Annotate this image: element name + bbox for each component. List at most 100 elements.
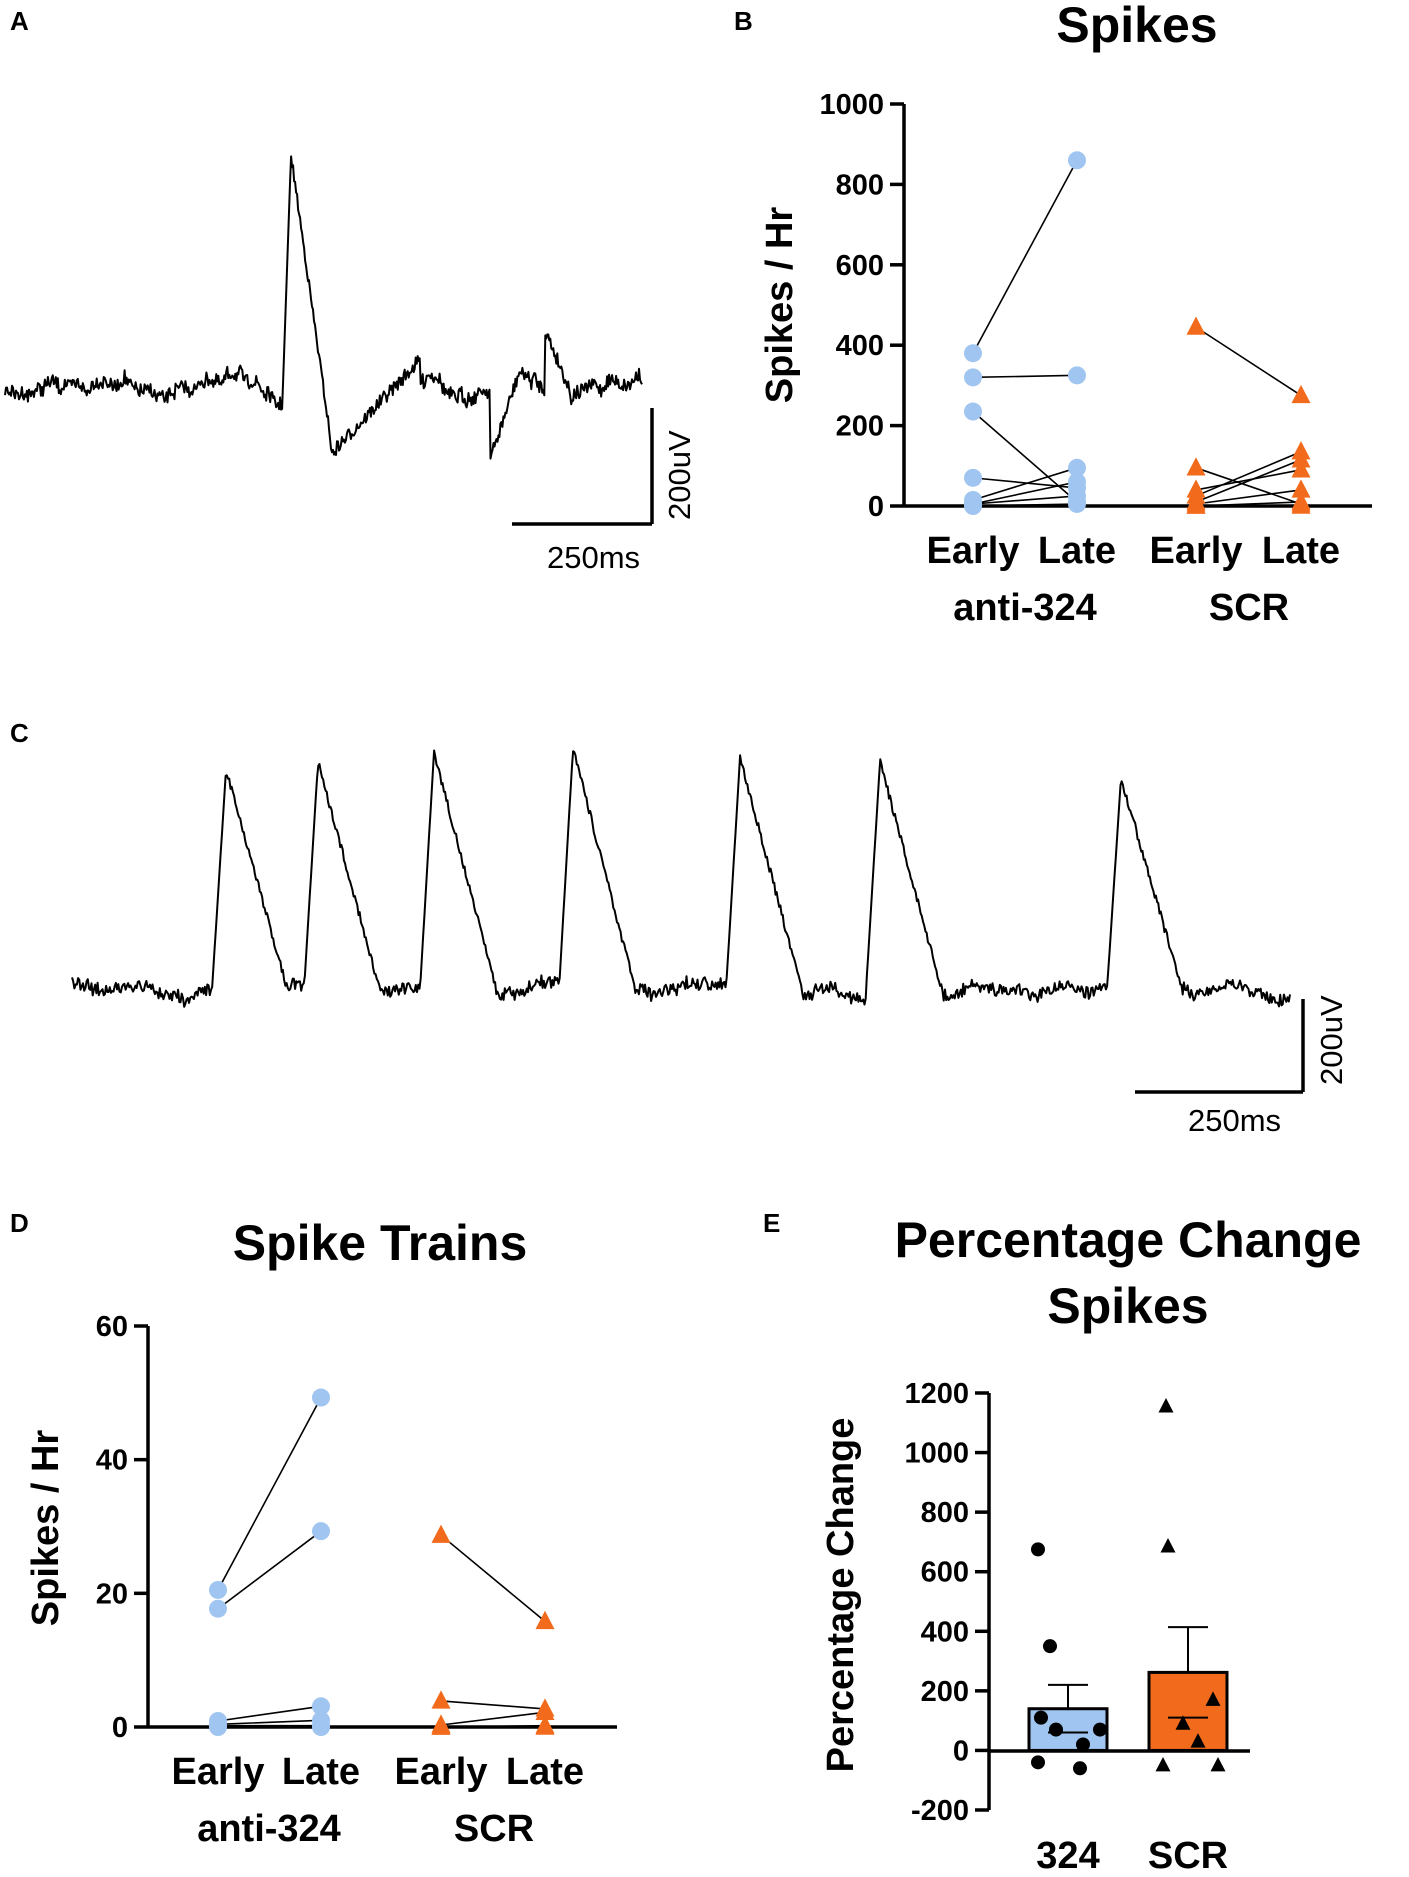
chart-e-subtitle: Spikes [1047,1278,1208,1334]
chart-e-tick-label: 200 [921,1676,969,1708]
chart-d-group-scr: SCR [454,1808,534,1850]
chart-b-ylabel: Spikes / Hr [759,207,801,404]
chart-e-tick-label: 1200 [904,1378,969,1410]
chart-d-tick-label: 40 [96,1445,128,1477]
chart-b-ticks: 0 200 400 600 800 1000 [819,89,904,523]
chart-b-point-anti-324 [1068,458,1086,477]
chart-b-pair-line [972,481,1078,505]
chart-e-tick-label: -200 [911,1795,969,1827]
chart-b-group-scr: SCR [1209,587,1289,629]
chart-b-point-scr [1291,459,1311,478]
chart-d-point-scr [535,1701,555,1720]
chart-e-point-324 [1049,1722,1063,1737]
chart-d-point-anti-324 [209,1580,227,1599]
chart-e-point-scr [1175,1715,1191,1730]
chart-b-pair-line [972,410,1078,503]
chart-b-point-anti-324 [964,344,982,363]
chart-e-point-324 [1093,1722,1107,1737]
panel-e: E Percentage Change Spikes Percentage Ch… [763,1208,1361,1877]
chart-b-title: Spikes [1056,0,1217,53]
chart-e-point-324 [1031,1542,1045,1557]
chart-e-point-324 [1076,1737,1090,1752]
chart-b-pair-line [1195,469,1302,491]
chart-d-pair-line [217,1397,322,1591]
chart-e-tick-label: 1000 [904,1438,969,1470]
chart-e-point-scr [1155,1756,1171,1772]
panel-c: C 250ms 200uV [10,718,1349,1138]
chart-b-category-early-2: Early [1150,530,1243,572]
chart-d-connecting-lines [217,1397,546,1728]
chart-d-point-scr [431,1690,451,1709]
chart-d-point-scr [535,1716,555,1735]
chart-b-pair-line [1195,450,1302,497]
chart-d-points [209,1388,555,1736]
chart-b-point-anti-324 [1068,472,1086,491]
chart-e-ticks: -200 0 200 400 600 800 1000 1200 [904,1378,989,1827]
chart-d-point-anti-324 [312,1522,330,1541]
chart-b-category-late-1: Late [1038,530,1116,572]
chart-b-point-anti-324 [964,402,982,421]
chart-d-ticks: 0 20 40 60 [96,1311,148,1744]
chart-b-pair-line [972,467,1078,501]
chart-d-category-early-2: Early [395,1751,488,1793]
chart-d-pair-line [217,1705,322,1722]
scale-bar-c-voltage-label: 200uV [1314,995,1349,1085]
chart-e-tick-label: 400 [921,1616,969,1648]
chart-e-title: Percentage Change [895,1212,1362,1268]
chart-b-point-anti-324 [1068,366,1086,385]
chart-b-category-early-1: Early [927,530,1020,572]
chart-e-point-324 [1031,1755,1045,1770]
chart-b-tick-label: 200 [836,411,884,443]
chart-b-point-scr [1291,384,1311,404]
chart-d-tick-label: 60 [96,1311,128,1343]
chart-d-pair-line [440,1534,546,1623]
chart-b-pair-line [972,374,1078,379]
chart-b-point-scr [1186,316,1206,335]
chart-b-category-late-2: Late [1262,530,1340,572]
chart-b-point-scr [1186,495,1206,514]
chart-b-point-anti-324 [964,368,982,387]
eeg-trace-c [71,749,1291,1008]
scale-bar-c-time-label: 250ms [1188,1103,1281,1138]
chart-b-point-anti-324 [1068,494,1086,513]
chart-d-point-anti-324 [312,1718,330,1736]
chart-d-category-early-1: Early [172,1751,265,1793]
chart-b-pair-line [972,495,1078,505]
chart-b-connecting-lines [972,159,1302,507]
chart-b-group-anti-324: anti-324 [953,587,1097,629]
chart-d-pair-line [440,1700,546,1710]
chart-d-point-scr [431,1524,451,1543]
chart-d-pair-line [217,1719,322,1726]
chart-e-point-scr [1190,1733,1206,1748]
chart-d-point-scr [431,1716,451,1735]
panel-b-label: B [734,6,753,36]
chart-d-ylabel: Spikes / Hr [25,1430,67,1627]
chart-e-tick-label: 0 [953,1735,969,1767]
chart-b-tick-label: 0 [868,491,884,523]
chart-d-point-anti-324 [209,1718,227,1736]
chart-b-pair-line [1195,459,1302,503]
scale-bar-a-time-label: 250ms [547,540,640,575]
panel-c-label: C [10,718,29,748]
chart-b-point-scr [1291,449,1311,468]
chart-b-pair-line [972,503,1078,507]
chart-d-tick-label: 20 [96,1578,128,1610]
chart-e-tick-label: 800 [921,1497,969,1529]
chart-d-pair-line [217,1530,322,1610]
panel-a-label: A [10,6,29,36]
scale-bar-a: 250ms 200uV [512,408,697,575]
panel-d-label: D [10,1208,29,1238]
chart-b-points [964,151,1311,515]
chart-b-point-anti-324 [1068,151,1086,170]
chart-d-category-late-2: Late [506,1751,584,1793]
chart-b-tick-label: 800 [836,169,884,201]
chart-b-point-scr [1291,479,1311,498]
eeg-trace-a [4,155,643,460]
chart-e-point-324 [1034,1710,1048,1725]
chart-d-tick-label: 0 [112,1712,128,1744]
chart-d-group-anti-324: anti-324 [197,1808,341,1850]
panel-a: A 250ms 200uV [4,6,697,575]
chart-b-tick-label: 600 [836,250,884,282]
chart-e-bar-scr [1147,1670,1229,1752]
